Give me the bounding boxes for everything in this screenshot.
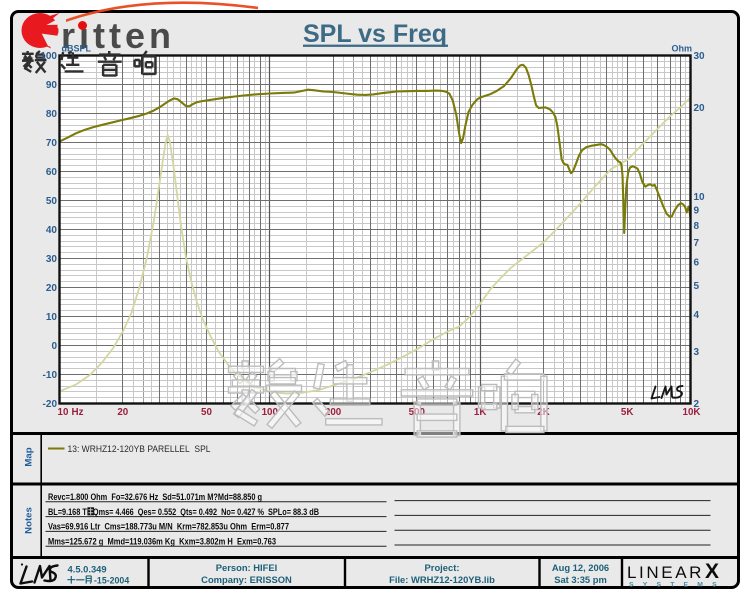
svg-text:SPL vs Freq: SPL vs Freq	[303, 20, 447, 48]
svg-text:SYSTEMS: SYSTEMS	[629, 582, 726, 589]
svg-text:Sat 3:35 pm: Sat 3:35 pm	[554, 574, 607, 585]
svg-text:10: 10	[694, 192, 706, 203]
svg-text:20: 20	[694, 103, 706, 114]
svg-text:rıtten: rıtten	[61, 15, 175, 56]
svg-text:6: 6	[694, 258, 700, 269]
svg-text:Mms=125.672 g Mmd=119.036m Kg: Mms=125.672 g Mmd=119.036m Kg Kxm=3.802m…	[48, 535, 276, 546]
svg-text:30: 30	[694, 51, 706, 62]
svg-text:7: 7	[694, 238, 700, 249]
svg-text:Ohm: Ohm	[672, 44, 693, 54]
svg-text:5: 5	[694, 281, 700, 292]
svg-text:LINEAR: LINEAR	[627, 563, 704, 582]
svg-text:100: 100	[262, 407, 279, 418]
svg-text:20: 20	[117, 407, 128, 418]
svg-text:-15-2004: -15-2004	[94, 576, 129, 586]
svg-text:10: 10	[46, 312, 58, 323]
svg-text:9: 9	[694, 206, 700, 217]
svg-text:Vas=69.916 Ltr Cms=188.773u M: Vas=69.916 Ltr Cms=188.773u M/N Krm=782.…	[48, 521, 289, 532]
svg-text:Revc=1.800 Ohm Fo=32.676 Hz: Revc=1.800 Ohm Fo=32.676 Hz Sd=51.071m M…	[48, 491, 262, 502]
svg-text:4.5.0.349: 4.5.0.349	[68, 564, 107, 575]
svg-text:20: 20	[46, 283, 58, 294]
svg-text:10K: 10K	[683, 407, 701, 418]
svg-text:100: 100	[40, 51, 57, 62]
svg-text:Hz: Hz	[72, 407, 84, 418]
svg-text:13: WRHZ12-120YB PARELLEL SPL: 13: WRHZ12-120YB PARELLEL SPL	[68, 444, 211, 454]
svg-text:10: 10	[58, 407, 69, 418]
svg-text:Company: ERISSON: Company: ERISSON	[201, 574, 292, 585]
svg-text:40: 40	[46, 225, 58, 236]
svg-text:Map: Map	[24, 447, 35, 466]
svg-text:3: 3	[694, 347, 700, 358]
svg-text:200: 200	[325, 407, 342, 418]
svg-text:70: 70	[46, 138, 58, 149]
svg-text:Person: HIFEI: Person: HIFEI	[216, 562, 277, 573]
svg-text:-10: -10	[43, 370, 58, 381]
svg-text:50: 50	[201, 407, 212, 418]
svg-text:4: 4	[694, 310, 700, 321]
svg-text:2: 2	[694, 399, 700, 410]
svg-text:X: X	[705, 560, 719, 583]
svg-text:30: 30	[46, 254, 58, 265]
svg-text:File: WRHZ12-120YB.lib: File: WRHZ12-120YB.lib	[389, 574, 495, 585]
svg-text:Project:: Project:	[425, 562, 460, 573]
svg-text:50: 50	[46, 196, 58, 207]
svg-text:Notes: Notes	[24, 507, 35, 534]
svg-text:1K: 1K	[474, 407, 487, 418]
svg-text:60: 60	[46, 167, 58, 178]
svg-text:80: 80	[46, 109, 58, 120]
svg-text:Aug 12, 2006: Aug 12, 2006	[552, 562, 609, 573]
svg-text:5K: 5K	[621, 407, 634, 418]
svg-text:0: 0	[51, 341, 57, 352]
svg-text:dBSPL: dBSPL	[62, 44, 92, 54]
svg-text:BL=9.168 T Qms= 4.466 Qes=: BL=9.168 T Qms= 4.466 Qes= 0.552 Qts= 0.…	[48, 506, 319, 517]
svg-text:-20: -20	[43, 399, 58, 410]
svg-text:90: 90	[46, 80, 58, 91]
svg-text:8: 8	[694, 221, 700, 232]
